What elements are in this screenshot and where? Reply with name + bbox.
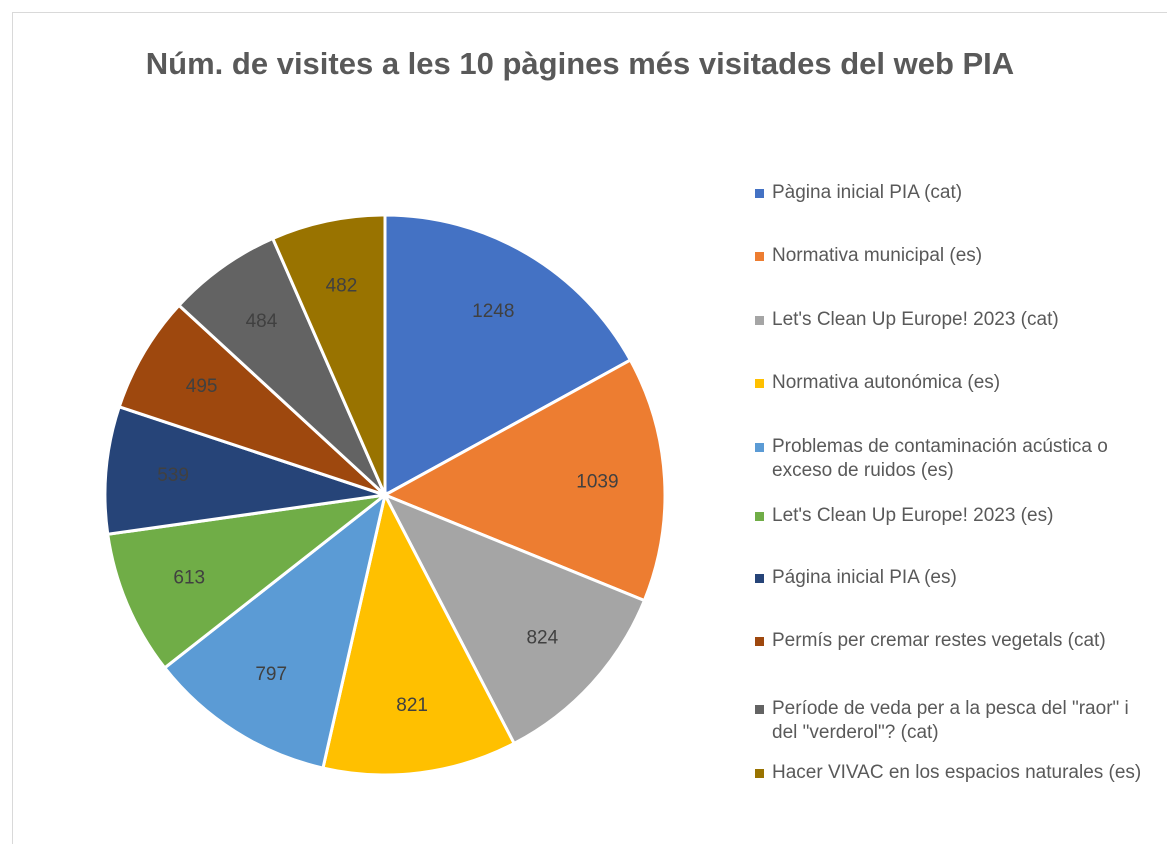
legend-label: Permís per cremar restes vegetals (cat): [772, 630, 1106, 651]
legend-swatch: [755, 252, 764, 261]
data-label: 613: [173, 567, 205, 588]
legend-swatch: [755, 189, 764, 198]
pie-slice: [383, 213, 633, 498]
data-label: 824: [526, 627, 558, 648]
legend-label: Let's Clean Up Europe! 2023 (cat): [772, 309, 1059, 330]
data-label: 482: [326, 276, 358, 297]
data-label: 1039: [576, 472, 618, 493]
legend-swatch: [755, 705, 764, 714]
legend-label: Període de veda per a la pesca del "raor…: [772, 698, 1129, 743]
legend-swatch: [755, 769, 764, 778]
legend-swatch: [755, 443, 764, 452]
data-label: 1248: [472, 301, 514, 322]
legend-label: Pàgina inicial PIA (cat): [772, 182, 963, 203]
legend-swatch: [755, 574, 764, 583]
pie-slice: [162, 491, 388, 770]
legend-label: Hacer VIVAC en los espacios naturales (e…: [772, 762, 1142, 783]
pie-slice: [106, 492, 391, 670]
pie-slice: [381, 358, 667, 603]
data-label: 484: [246, 311, 278, 332]
pie-slice: [381, 492, 647, 746]
pie-slice: [270, 213, 387, 496]
chart-title: Núm. de visites a les 10 pàgines més vis…: [145, 46, 1015, 81]
legend-swatch: [755, 512, 764, 521]
legend-swatch: [755, 379, 764, 388]
data-label: 821: [396, 695, 428, 716]
legend-label: Normativa municipal (es): [772, 245, 983, 266]
pie-slice: [117, 303, 387, 497]
data-label: 539: [157, 465, 189, 486]
pie-slice: [321, 490, 517, 777]
pie-slice: [103, 404, 386, 536]
legend-swatch: [755, 316, 764, 325]
chart-frame: [12, 12, 1167, 844]
data-label: 797: [255, 664, 287, 685]
legend-label: Página inicial PIA (es): [772, 567, 957, 588]
pie-area: 1248 1039 824 821 797 613 539 495 484 482: [103, 213, 667, 777]
legend-label: Problemas de contaminación acústica o ex…: [772, 436, 1108, 481]
pie-slice: [176, 236, 387, 497]
legend-swatch: [755, 637, 764, 646]
legend-label: Let's Clean Up Europe! 2023 (es): [772, 505, 1054, 526]
legend-label: Normativa autonómica (es): [772, 372, 1001, 393]
data-label: 495: [186, 376, 218, 397]
